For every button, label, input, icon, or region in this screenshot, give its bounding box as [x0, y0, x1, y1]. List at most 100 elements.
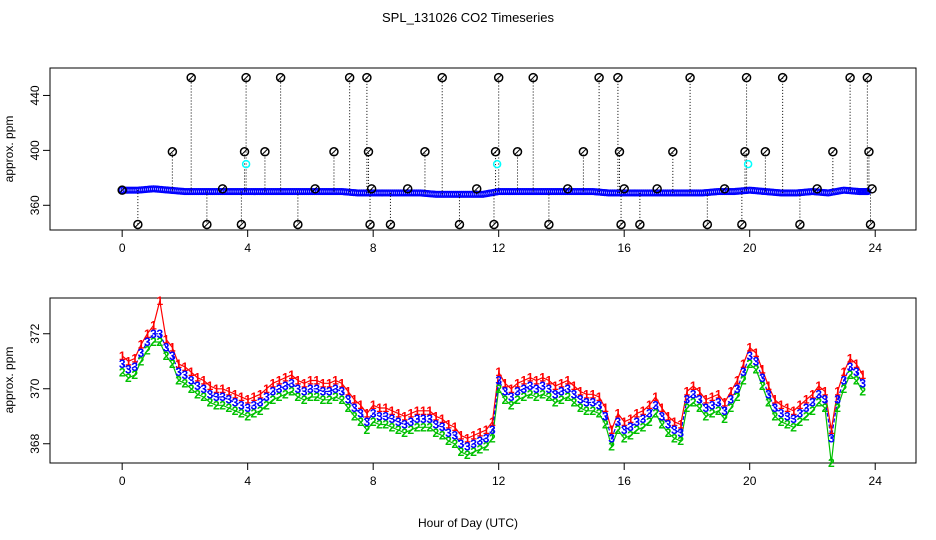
top-outlier-point — [862, 72, 873, 83]
bottom-series-marker-3: 3 — [263, 390, 270, 404]
bottom-series-marker-1: 1 — [621, 415, 628, 429]
bottom-series-marker-2: 2 — [269, 393, 276, 407]
bottom-series-marker-1: 1 — [520, 374, 527, 388]
bottom-series-marker-3: 3 — [483, 431, 490, 445]
bottom-series-marker-1: 1 — [495, 365, 502, 379]
bottom-series-marker-3: 3 — [765, 387, 772, 401]
bottom-series-marker-2: 2 — [753, 363, 760, 377]
bottom-series-marker-2: 2 — [646, 415, 653, 429]
bottom-series-marker-2: 2 — [771, 409, 778, 423]
top-outlier-point — [614, 146, 625, 157]
bottom-series-marker-2: 2 — [194, 387, 201, 401]
bottom-series-marker-3: 3 — [558, 385, 565, 399]
bot-y-tick-label: 372 — [28, 323, 42, 343]
bottom-series-marker-1: 1 — [746, 341, 753, 355]
top-outlier-point-slash — [188, 74, 195, 81]
bottom-series-marker-2: 2 — [539, 387, 546, 401]
bottom-series-marker-3: 3 — [602, 409, 609, 423]
top-outlier-point — [512, 146, 523, 157]
top-x-axis: 0 4 8 12 16 20 24 — [119, 230, 882, 255]
top-outlier-point-slash — [847, 74, 853, 81]
top-outlier-point-slash — [829, 148, 836, 155]
top-outlier-point — [652, 184, 662, 194]
top-outlier-point — [260, 146, 270, 157]
bottom-series-marker-1: 1 — [784, 401, 791, 415]
top-outlier-point — [437, 72, 447, 83]
bottom-series-marker-3: 3 — [445, 426, 452, 440]
top-outlier-point-slash — [721, 185, 728, 192]
bottom-series-marker-2: 2 — [602, 418, 609, 432]
bottom-series-marker-2: 2 — [263, 398, 270, 412]
bottom-series-marker-1: 1 — [765, 379, 772, 393]
bottom-series-line-2 — [121, 341, 864, 464]
top-x-tick-label: 16 — [618, 241, 632, 255]
top-outlier-point — [133, 219, 143, 230]
bottom-series-marker-2: 2 — [382, 418, 389, 432]
top-outlier-point-slash — [241, 148, 248, 155]
bottom-series-marker-3: 3 — [182, 368, 189, 382]
bottom-series-marker-2: 2 — [684, 401, 691, 415]
bottom-series-marker-1: 1 — [539, 371, 546, 385]
bottom-series-marker-3: 3 — [194, 379, 201, 393]
bottom-series-marker-3: 3 — [426, 412, 433, 426]
top-outlier-point-slash — [596, 74, 602, 81]
bottom-series-marker-3: 3 — [364, 415, 371, 429]
bottom-series-marker-1: 1 — [608, 423, 615, 437]
bottom-series-marker-2: 2 — [847, 368, 854, 382]
top-outlier-point — [239, 146, 250, 157]
bottom-series-marker-3: 3 — [395, 415, 402, 429]
bottom-series-marker-3: 3 — [407, 415, 414, 429]
bottom-series-marker-2: 2 — [156, 335, 163, 349]
top-outlier-point — [202, 219, 212, 230]
bottom-series-marker-3: 3 — [420, 412, 427, 426]
top-x-tick-label: 0 — [119, 241, 126, 255]
bottom-series-marker-1: 1 — [771, 393, 778, 407]
top-outlier-point-slash — [135, 221, 141, 228]
bottom-series-marker-3: 3 — [169, 349, 176, 363]
top-outlier-point-slash — [797, 221, 803, 228]
bottom-series-marker-1: 1 — [778, 398, 785, 412]
top-outlier-point — [344, 72, 355, 83]
bottom-series-marker-3: 3 — [175, 365, 182, 379]
bottom-series-marker-3: 3 — [753, 354, 760, 368]
top-outlier-point — [402, 184, 413, 194]
bottom-series-marker-3: 3 — [728, 393, 735, 407]
bottom-series-marker-1: 1 — [364, 407, 371, 421]
bottom-series-marker-3: 3 — [188, 374, 195, 388]
bottom-series-marker-1: 1 — [320, 376, 327, 390]
bottom-series-marker-2: 2 — [426, 420, 433, 434]
bottom-series-marker-2: 2 — [665, 426, 672, 440]
bottom-series-marker-3: 3 — [288, 376, 295, 390]
bottom-series-marker-2: 2 — [840, 382, 847, 396]
bottom-series-marker-2: 2 — [138, 354, 145, 368]
bottom-series-marker-1: 1 — [269, 376, 276, 390]
top-outlier-point-slash — [404, 185, 411, 192]
top-outlier-point-slash — [364, 74, 370, 81]
bottom-series-marker-2: 2 — [389, 420, 396, 434]
bottom-series-marker-1: 1 — [627, 412, 634, 426]
top-outlier-point-slash — [654, 185, 660, 192]
top-outlier-point-slash — [530, 74, 537, 81]
bottom-series-marker-2: 2 — [615, 423, 622, 437]
bottom-series-marker-1: 1 — [809, 387, 816, 401]
top-outlier-point — [864, 146, 874, 157]
bottom-series-marker-1: 1 — [301, 376, 308, 390]
bottom-series-marker-1: 1 — [577, 385, 584, 399]
bottom-x-axis: 0 4 8 12 16 20 24 — [119, 463, 882, 488]
top-outlier-point — [310, 184, 320, 194]
top-outlier-point-slash — [238, 221, 245, 228]
bottom-series-marker-1: 1 — [150, 319, 157, 333]
top-outlier-point-slash — [621, 185, 628, 192]
top-outlier-point-slash — [492, 148, 499, 155]
top-plot-frame — [49, 67, 917, 231]
bottom-series-marker-1: 1 — [721, 396, 728, 410]
bottom-series-marker-3: 3 — [345, 393, 352, 407]
bottom-series-marker-3: 3 — [552, 387, 559, 401]
bottom-series-marker-3: 3 — [803, 401, 810, 415]
top-outlier-point — [490, 146, 501, 157]
bottom-series-marker-1: 1 — [853, 357, 860, 371]
bottom-series-marker-3: 3 — [746, 349, 753, 363]
top-outlier-point-slash — [456, 221, 463, 228]
top-outlier-point-slash — [295, 221, 301, 228]
